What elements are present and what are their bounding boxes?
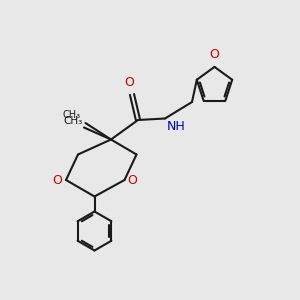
Text: O: O xyxy=(52,173,62,187)
Text: NH: NH xyxy=(167,120,185,133)
Text: O: O xyxy=(210,49,219,62)
Text: O: O xyxy=(127,173,137,187)
Text: CH₃: CH₃ xyxy=(63,116,82,126)
Text: CH₃: CH₃ xyxy=(63,110,81,120)
Text: O: O xyxy=(124,76,134,89)
